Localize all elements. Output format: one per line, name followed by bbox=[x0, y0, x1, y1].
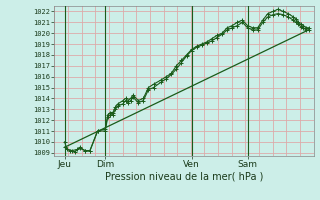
X-axis label: Pression niveau de la mer( hPa ): Pression niveau de la mer( hPa ) bbox=[105, 172, 263, 182]
